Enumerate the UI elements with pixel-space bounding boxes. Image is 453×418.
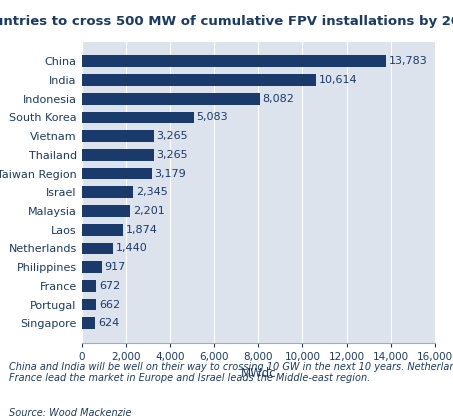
X-axis label: MWdc: MWdc [241, 367, 276, 380]
Bar [82, 224, 123, 235]
Text: 10,614: 10,614 [318, 75, 357, 85]
Text: 3,265: 3,265 [156, 131, 188, 141]
Text: China and India will be well on their way to crossing 10 GW in the next 10 years: China and India will be well on their wa… [9, 362, 453, 383]
Bar [82, 149, 154, 161]
Text: 5,083: 5,083 [197, 112, 228, 122]
Text: 13,783: 13,783 [389, 56, 427, 66]
Bar [82, 261, 102, 273]
Bar [82, 168, 152, 179]
Text: 672: 672 [99, 281, 120, 291]
Text: 624: 624 [98, 318, 119, 328]
Text: Source: Wood Mackenzie: Source: Wood Mackenzie [9, 408, 131, 418]
Text: 8,082: 8,082 [263, 94, 294, 104]
Text: 1,440: 1,440 [116, 243, 148, 253]
Text: 3,265: 3,265 [156, 150, 188, 160]
Text: 1,874: 1,874 [125, 225, 158, 235]
Bar [82, 93, 260, 104]
Bar [82, 299, 96, 311]
Bar [82, 112, 194, 123]
Bar [82, 318, 95, 329]
Text: 2,345: 2,345 [136, 187, 168, 197]
Text: 2,201: 2,201 [133, 206, 164, 216]
Text: 3,179: 3,179 [154, 168, 186, 178]
Bar [82, 205, 130, 217]
Bar [82, 130, 154, 142]
Bar [82, 74, 316, 86]
Text: 662: 662 [99, 300, 120, 310]
Bar [82, 186, 133, 198]
Text: 917: 917 [105, 262, 125, 272]
Bar [82, 280, 96, 292]
Bar [82, 56, 386, 67]
Text: Countries to cross 500 MW of cumulative FPV installations by 2031: Countries to cross 500 MW of cumulative … [0, 15, 453, 28]
Bar [82, 242, 113, 254]
